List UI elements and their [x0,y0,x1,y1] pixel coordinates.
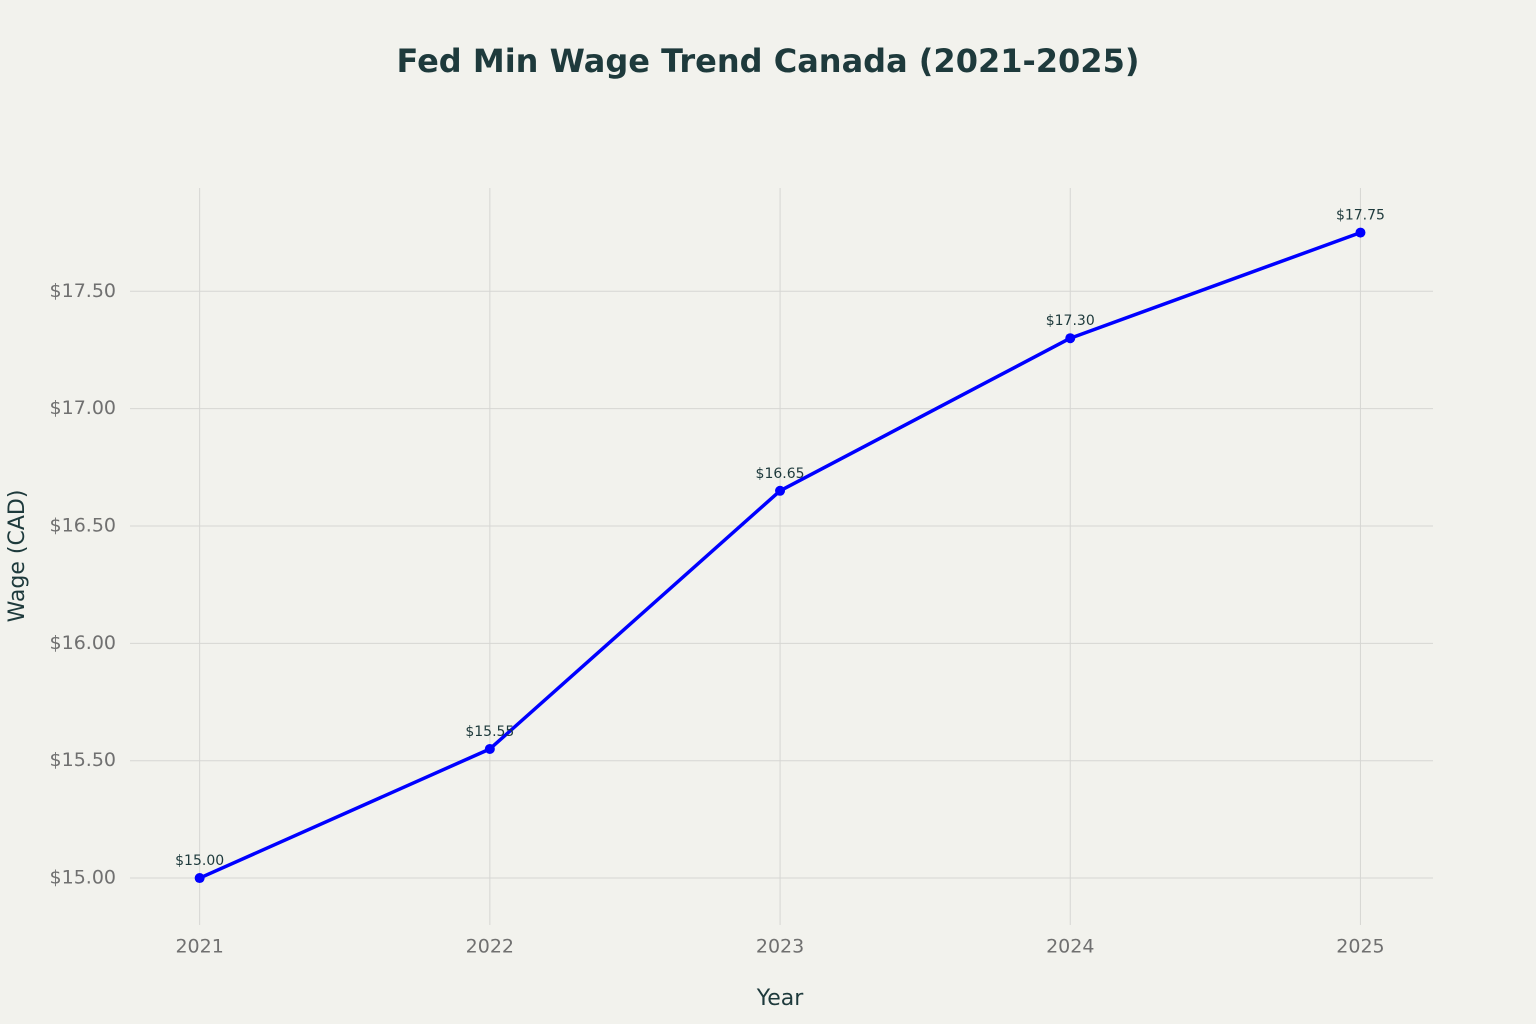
data-point [1065,333,1076,344]
x-tick-label: 2021 [175,936,223,958]
y-tick-label: $15.50 [50,749,116,771]
data-point [484,743,495,754]
y-tick-label: $15.00 [50,867,116,889]
x-tick-label: 2023 [756,936,804,958]
data-point [775,485,786,496]
data-label: $16.65 [756,466,805,482]
y-tick-label: $17.50 [50,280,116,302]
x-tick-label: 2025 [1336,936,1384,958]
chart-title: Fed Min Wage Trend Canada (2021-2025) [397,42,1140,80]
y-tick-label: $17.00 [50,397,116,419]
data-label: $17.75 [1336,208,1385,224]
data-label: $15.00 [175,853,224,869]
y-axis-title: Wage (CAD) [5,490,30,623]
data-point [194,873,205,884]
y-tick-label: $16.00 [50,632,116,654]
data-label: $15.55 [465,724,514,740]
x-axis-title: Year [756,986,805,1011]
x-tick-label: 2024 [1046,936,1094,958]
y-tick-label: $16.50 [50,514,116,536]
x-tick-label: 2022 [466,936,514,958]
data-label: $17.30 [1046,313,1095,329]
data-point [1355,227,1366,238]
